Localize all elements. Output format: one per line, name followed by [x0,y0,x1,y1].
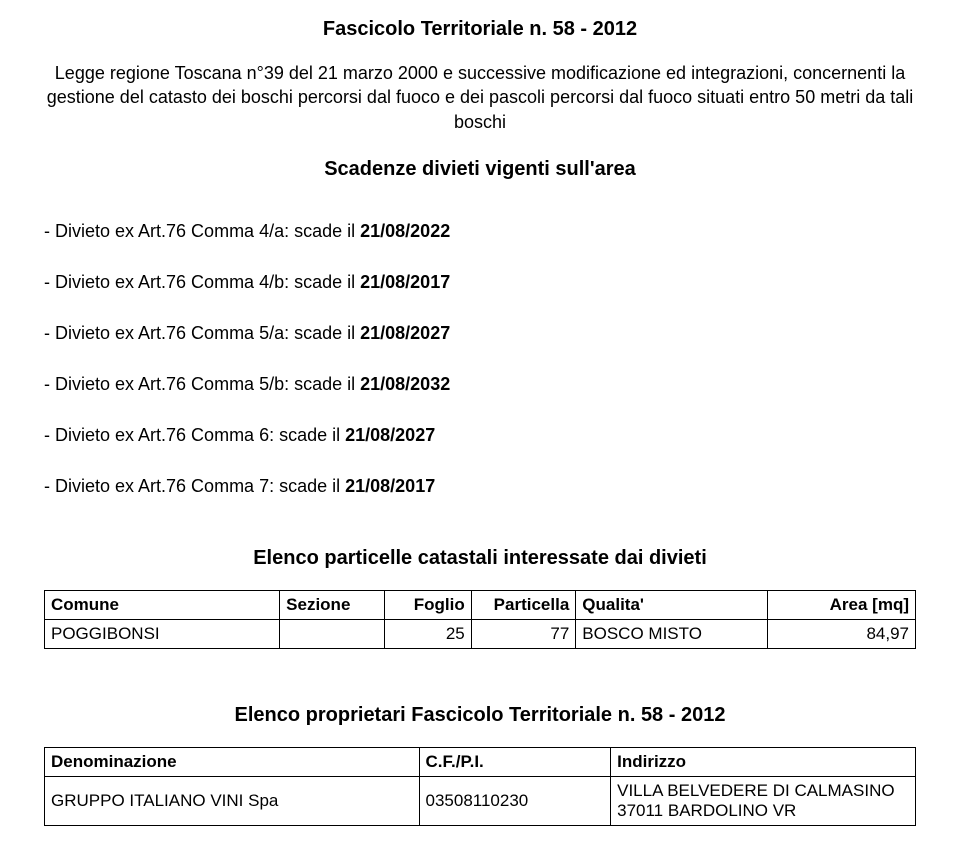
divieto-date: 21/08/2032 [360,374,450,394]
col-foglio-header: Foglio [384,590,471,619]
page-root: Fascicolo Territoriale n. 58 - 2012 Legg… [0,0,960,856]
page-title: Fascicolo Territoriale n. 58 - 2012 [44,18,916,41]
col-sezione-header: Sezione [280,590,385,619]
cell-denominazione: GRUPPO ITALIANO VINI Spa [45,776,420,825]
intro-text: Legge regione Toscana n°39 del 21 marzo … [44,61,916,134]
table-row: POGGIBONSI 25 77 BOSCO MISTO 84,97 [45,619,916,648]
cell-area: 84,97 [767,619,915,648]
owners-heading: Elenco proprietari Fascicolo Territorial… [44,704,916,727]
particelle-heading: Elenco particelle catastali interessate … [44,547,916,570]
divieto-date: 21/08/2022 [360,221,450,241]
divieto-prefix: - Divieto ex Art.76 Comma 4/b: scade il [44,272,360,292]
cell-foglio: 25 [384,619,471,648]
owners-table: Denominazione C.F./P.I. Indirizzo GRUPPO… [44,747,916,826]
col-cf-header: C.F./P.I. [419,747,611,776]
particelle-table: Comune Sezione Foglio Particella Qualita… [44,590,916,649]
cell-cf: 03508110230 [419,776,611,825]
divieto-prefix: - Divieto ex Art.76 Comma 6: scade il [44,425,345,445]
divieto-date: 21/08/2027 [360,323,450,343]
cell-sezione [280,619,385,648]
divieto-line: - Divieto ex Art.76 Comma 7: scade il 21… [44,476,916,497]
divieto-date: 21/08/2017 [360,272,450,292]
divieto-prefix: - Divieto ex Art.76 Comma 5/a: scade il [44,323,360,343]
table-header-row: Comune Sezione Foglio Particella Qualita… [45,590,916,619]
cell-particella: 77 [471,619,576,648]
divieto-prefix: - Divieto ex Art.76 Comma 4/a: scade il [44,221,360,241]
divieto-prefix: - Divieto ex Art.76 Comma 5/b: scade il [44,374,360,394]
cell-indirizzo: VILLA BELVEDERE DI CALMASINO 37011 BARDO… [611,776,916,825]
table-header-row: Denominazione C.F./P.I. Indirizzo [45,747,916,776]
divieto-line: - Divieto ex Art.76 Comma 4/b: scade il … [44,272,916,293]
divieto-date: 21/08/2027 [345,425,435,445]
divieto-line: - Divieto ex Art.76 Comma 5/a: scade il … [44,323,916,344]
divieto-date: 21/08/2017 [345,476,435,496]
divieto-line: - Divieto ex Art.76 Comma 4/a: scade il … [44,221,916,242]
scadenze-heading: Scadenze divieti vigenti sull'area [44,158,916,181]
divieti-list: - Divieto ex Art.76 Comma 4/a: scade il … [44,221,916,497]
table-row: GRUPPO ITALIANO VINI Spa 03508110230 VIL… [45,776,916,825]
col-area-header: Area [mq] [767,590,915,619]
col-qualita-header: Qualita' [576,590,768,619]
divieto-line: - Divieto ex Art.76 Comma 5/b: scade il … [44,374,916,395]
col-comune-header: Comune [45,590,280,619]
col-particella-header: Particella [471,590,576,619]
divieto-line: - Divieto ex Art.76 Comma 6: scade il 21… [44,425,916,446]
col-indirizzo-header: Indirizzo [611,747,916,776]
divieto-prefix: - Divieto ex Art.76 Comma 7: scade il [44,476,345,496]
cell-qualita: BOSCO MISTO [576,619,768,648]
col-denominazione-header: Denominazione [45,747,420,776]
cell-comune: POGGIBONSI [45,619,280,648]
